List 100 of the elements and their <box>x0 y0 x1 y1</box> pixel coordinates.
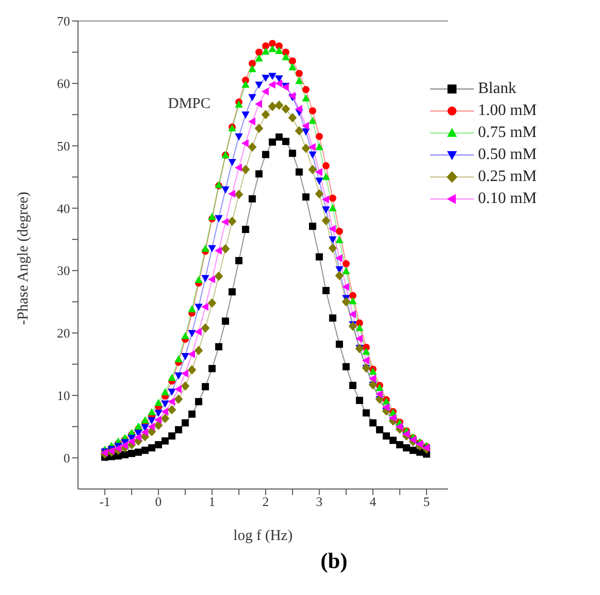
point <box>208 212 216 220</box>
point <box>248 64 256 72</box>
point <box>254 100 262 108</box>
point <box>382 403 390 412</box>
point <box>148 408 156 416</box>
point <box>181 353 190 360</box>
annotation: DMPC <box>168 96 211 113</box>
x-tick-label: 2 <box>262 494 269 510</box>
point <box>141 416 149 424</box>
point <box>328 236 337 244</box>
point <box>228 288 236 296</box>
point <box>416 448 424 456</box>
point <box>174 372 183 380</box>
point <box>261 110 270 120</box>
point <box>308 164 317 174</box>
point <box>168 374 176 381</box>
point <box>302 94 310 102</box>
point <box>322 286 330 294</box>
point <box>255 82 263 89</box>
point <box>221 244 230 254</box>
point <box>348 310 356 318</box>
point <box>295 105 302 113</box>
point <box>375 390 383 398</box>
point <box>148 417 156 424</box>
point <box>181 370 188 378</box>
point <box>188 365 196 374</box>
point <box>248 142 257 152</box>
point <box>308 143 316 152</box>
x-tick-label: 1 <box>208 494 216 510</box>
point <box>242 112 250 119</box>
point <box>154 416 162 424</box>
point <box>268 40 276 48</box>
point <box>288 150 296 157</box>
point <box>294 126 304 136</box>
point <box>355 334 363 343</box>
point <box>168 405 176 414</box>
point <box>369 419 377 426</box>
point <box>242 226 250 234</box>
x-tick-label: 5 <box>423 494 430 510</box>
point <box>148 422 155 431</box>
point <box>274 100 284 110</box>
point <box>255 48 263 56</box>
point <box>309 222 316 230</box>
point <box>168 432 176 440</box>
point <box>214 215 223 222</box>
point <box>120 441 128 450</box>
point <box>348 297 357 304</box>
y-tick-label: 50 <box>57 138 70 154</box>
point <box>201 275 210 282</box>
point <box>188 350 196 358</box>
point <box>274 79 282 88</box>
point <box>262 88 269 96</box>
y-tick-label: 20 <box>57 326 70 341</box>
point <box>134 433 142 442</box>
point <box>194 328 202 336</box>
point <box>335 254 342 262</box>
point <box>389 436 397 444</box>
point <box>308 116 317 124</box>
point <box>302 144 310 153</box>
point <box>376 426 384 434</box>
point <box>356 324 364 332</box>
point <box>328 204 337 212</box>
point <box>329 194 336 202</box>
point <box>180 381 190 391</box>
point <box>141 424 149 432</box>
point <box>288 113 297 122</box>
point <box>362 348 370 355</box>
point <box>248 60 256 68</box>
point <box>222 318 230 325</box>
point <box>342 297 350 306</box>
point <box>194 276 203 284</box>
point <box>160 414 170 424</box>
point <box>228 216 236 226</box>
y-tick-label: 0 <box>64 450 70 466</box>
y-tick-label: 40 <box>57 200 70 216</box>
point <box>195 398 202 406</box>
point <box>194 304 203 311</box>
legend-label: 0.50 mM <box>478 146 537 164</box>
point <box>335 236 344 244</box>
point <box>194 346 203 356</box>
point <box>316 132 323 140</box>
x-tick-label: -1 <box>99 494 110 510</box>
legend-label: 0.10 mM <box>478 190 537 208</box>
point <box>315 168 322 176</box>
point <box>214 246 222 255</box>
point <box>302 193 310 201</box>
point <box>309 107 316 114</box>
point <box>202 383 209 390</box>
point <box>302 86 310 94</box>
legend-label: 1.00 mM <box>478 102 537 120</box>
point <box>248 94 256 102</box>
point <box>342 282 350 291</box>
point <box>214 272 224 281</box>
y-tick-label: 10 <box>57 388 70 404</box>
point <box>242 80 250 88</box>
point <box>215 343 222 350</box>
point <box>188 305 196 312</box>
point <box>127 438 135 446</box>
point <box>268 80 276 89</box>
point <box>234 190 244 200</box>
